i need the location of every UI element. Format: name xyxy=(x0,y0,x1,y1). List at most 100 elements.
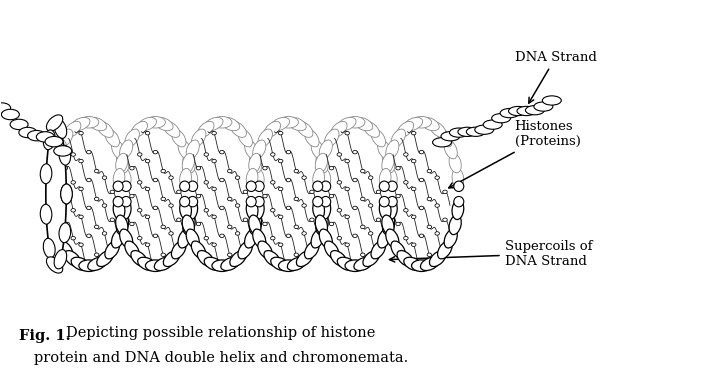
Ellipse shape xyxy=(534,102,553,111)
Ellipse shape xyxy=(404,118,423,131)
Ellipse shape xyxy=(137,153,142,156)
Ellipse shape xyxy=(263,194,267,198)
Ellipse shape xyxy=(79,116,99,128)
Ellipse shape xyxy=(88,118,107,131)
Ellipse shape xyxy=(176,218,181,221)
Ellipse shape xyxy=(145,215,150,219)
Ellipse shape xyxy=(435,204,440,207)
Text: protein and DNA double helix and chromonemata.: protein and DNA double helix and chromon… xyxy=(33,351,408,365)
Ellipse shape xyxy=(94,225,99,229)
Ellipse shape xyxy=(270,257,290,270)
Ellipse shape xyxy=(59,223,71,243)
Ellipse shape xyxy=(391,241,406,259)
Ellipse shape xyxy=(204,257,223,270)
Ellipse shape xyxy=(154,118,173,131)
Ellipse shape xyxy=(204,181,209,184)
Ellipse shape xyxy=(86,234,91,238)
Ellipse shape xyxy=(438,241,452,259)
Ellipse shape xyxy=(54,119,67,138)
Ellipse shape xyxy=(353,234,358,238)
Ellipse shape xyxy=(294,253,299,257)
Ellipse shape xyxy=(363,251,379,267)
Ellipse shape xyxy=(246,200,258,219)
Ellipse shape xyxy=(294,197,299,201)
Ellipse shape xyxy=(137,257,156,270)
Ellipse shape xyxy=(419,150,424,154)
Ellipse shape xyxy=(1,109,19,120)
Ellipse shape xyxy=(219,150,224,154)
Ellipse shape xyxy=(94,169,99,173)
Ellipse shape xyxy=(71,181,76,184)
Ellipse shape xyxy=(302,232,307,235)
Ellipse shape xyxy=(238,129,253,147)
Ellipse shape xyxy=(188,181,198,192)
Ellipse shape xyxy=(130,222,134,226)
Ellipse shape xyxy=(244,140,258,159)
Ellipse shape xyxy=(337,118,356,131)
Ellipse shape xyxy=(47,115,63,131)
Ellipse shape xyxy=(254,181,264,192)
Ellipse shape xyxy=(161,169,166,173)
Ellipse shape xyxy=(382,215,394,235)
Ellipse shape xyxy=(316,215,329,235)
Ellipse shape xyxy=(110,190,115,193)
Ellipse shape xyxy=(227,225,232,229)
Ellipse shape xyxy=(212,187,217,191)
Ellipse shape xyxy=(391,129,406,147)
Ellipse shape xyxy=(71,209,76,212)
Ellipse shape xyxy=(54,250,67,269)
Ellipse shape xyxy=(198,251,214,267)
Ellipse shape xyxy=(249,215,262,235)
Ellipse shape xyxy=(204,118,223,131)
Ellipse shape xyxy=(161,253,166,257)
Ellipse shape xyxy=(212,260,232,272)
Ellipse shape xyxy=(433,138,452,147)
Ellipse shape xyxy=(164,251,180,267)
Ellipse shape xyxy=(386,140,399,159)
Ellipse shape xyxy=(542,96,561,105)
Ellipse shape xyxy=(525,106,544,115)
Ellipse shape xyxy=(458,127,477,137)
Ellipse shape xyxy=(377,229,391,248)
Ellipse shape xyxy=(111,229,125,248)
Ellipse shape xyxy=(113,181,123,192)
Ellipse shape xyxy=(154,257,173,270)
Ellipse shape xyxy=(71,257,90,270)
Ellipse shape xyxy=(130,194,134,198)
Ellipse shape xyxy=(79,215,84,219)
Ellipse shape xyxy=(196,222,200,226)
Ellipse shape xyxy=(79,131,84,135)
Ellipse shape xyxy=(120,229,133,248)
Ellipse shape xyxy=(40,164,52,184)
Ellipse shape xyxy=(53,229,67,248)
Ellipse shape xyxy=(385,169,397,188)
Ellipse shape xyxy=(40,204,52,224)
Ellipse shape xyxy=(243,190,248,193)
Ellipse shape xyxy=(297,251,313,267)
Ellipse shape xyxy=(125,241,139,259)
Ellipse shape xyxy=(353,150,358,154)
Ellipse shape xyxy=(178,140,191,159)
Ellipse shape xyxy=(61,184,72,204)
Ellipse shape xyxy=(169,204,173,207)
Ellipse shape xyxy=(302,204,307,207)
Ellipse shape xyxy=(63,194,68,198)
Ellipse shape xyxy=(49,215,62,235)
Ellipse shape xyxy=(47,181,57,192)
Ellipse shape xyxy=(86,206,91,210)
Ellipse shape xyxy=(235,232,240,235)
Ellipse shape xyxy=(354,118,372,131)
Ellipse shape xyxy=(180,200,191,219)
Ellipse shape xyxy=(278,260,299,272)
Ellipse shape xyxy=(450,128,469,137)
Ellipse shape xyxy=(435,232,440,235)
Ellipse shape xyxy=(345,116,365,128)
Ellipse shape xyxy=(105,241,120,259)
Ellipse shape xyxy=(360,197,365,201)
Ellipse shape xyxy=(204,237,209,240)
Ellipse shape xyxy=(411,116,431,128)
Ellipse shape xyxy=(97,251,113,267)
Ellipse shape xyxy=(517,106,536,116)
Ellipse shape xyxy=(137,181,142,184)
Ellipse shape xyxy=(379,196,389,207)
